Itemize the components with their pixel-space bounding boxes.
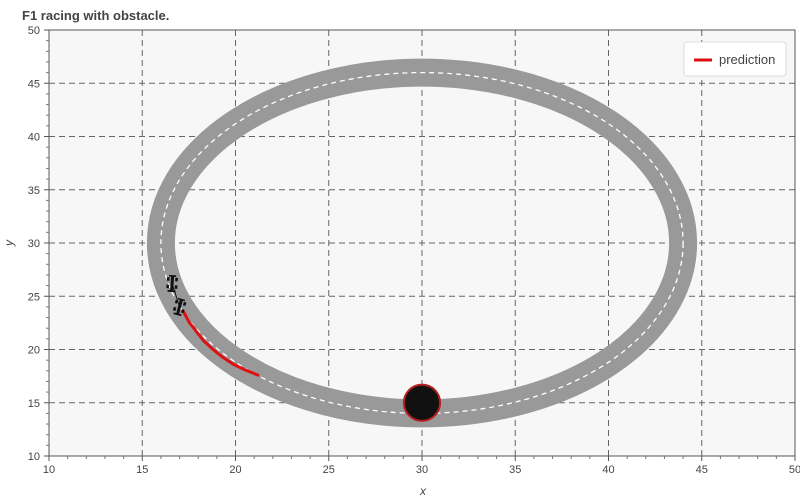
y-tick-label: 45: [28, 78, 40, 90]
obstacle: [402, 383, 442, 422]
x-tick-label: 45: [696, 464, 708, 476]
y-axis-label: y: [2, 239, 16, 247]
car-wheel: [166, 277, 170, 281]
car-wheel: [172, 306, 177, 311]
vehicles: [166, 274, 187, 317]
car-wheel: [166, 284, 170, 289]
x-tick-label: 15: [136, 464, 148, 476]
x-tick-label: 50: [789, 464, 800, 476]
x-tick-label: 20: [229, 464, 241, 476]
car-wheel: [181, 309, 185, 314]
car-wheel: [175, 277, 179, 282]
x-tick-label: 35: [509, 464, 521, 476]
y-tick-label: 50: [28, 25, 40, 37]
car-wheel: [182, 301, 187, 306]
x-tick-label: 10: [43, 464, 55, 476]
car-wheel: [174, 285, 178, 289]
x-axis-label: x: [419, 484, 427, 498]
legend-label: prediction: [719, 52, 775, 67]
legend-box: [683, 41, 787, 77]
x-tick-label: 30: [416, 464, 428, 476]
axis-ticks: 10 15 20 25 30 35 40 45 50 10 15 20 25 30 35 40 45 50: [28, 25, 800, 476]
prediction-series: [181, 309, 260, 377]
obstacle-circle: [402, 383, 442, 422]
y-tick-label: 40: [28, 132, 40, 144]
y-tick-label: 15: [28, 398, 40, 410]
vehicle-trail: [171, 283, 181, 308]
y-tick-label: 25: [28, 291, 40, 303]
car-front-wing: [169, 274, 177, 277]
car-rear-wing: [167, 289, 176, 293]
y-tick-label: 20: [28, 345, 40, 357]
chart-title: F1 racing with obstacle.: [22, 8, 169, 23]
y-tick-label: 30: [28, 238, 40, 250]
prediction-line: [181, 309, 260, 377]
y-tick-label: 35: [28, 185, 40, 197]
car-rear-wing: [173, 312, 182, 317]
x-tick-label: 25: [323, 464, 335, 476]
car-front-wing: [177, 297, 186, 302]
y-tick-label: 10: [28, 451, 40, 463]
x-tick-label: 40: [602, 464, 614, 476]
legend: prediction: [683, 41, 787, 77]
